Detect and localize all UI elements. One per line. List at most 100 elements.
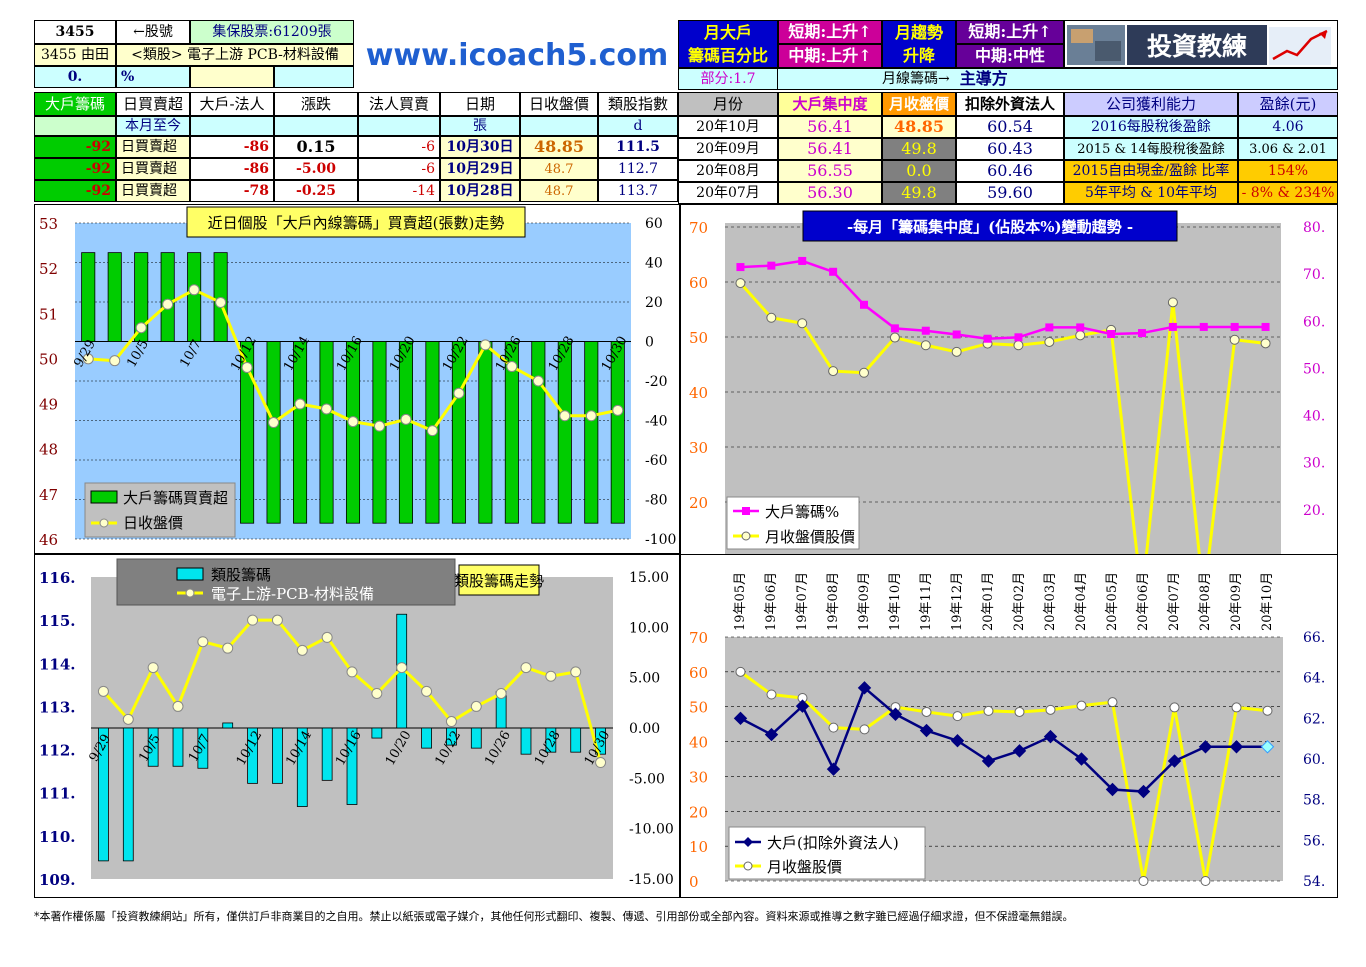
chart4-holder-point bbox=[857, 681, 872, 695]
daily-cell-2-3: -0.25 bbox=[274, 180, 358, 202]
chart3-bar bbox=[98, 727, 109, 862]
chart3-bar bbox=[470, 727, 482, 749]
daily-cell-1-4: -6 bbox=[358, 158, 440, 180]
chart1-bar bbox=[398, 341, 413, 524]
chart2-legend-marker-price bbox=[741, 531, 751, 541]
chart3-bar bbox=[147, 727, 159, 767]
chart3-bar bbox=[321, 727, 333, 781]
chart4-holder-point bbox=[1074, 752, 1089, 766]
chart1-bar bbox=[531, 341, 546, 524]
chart2-holder-point bbox=[1045, 323, 1054, 332]
chart4-xtick: 20年04月 bbox=[1074, 572, 1089, 631]
chart4-holder-point bbox=[1260, 740, 1275, 754]
chart4-ytick-left: 20 bbox=[689, 803, 708, 821]
chart3-index-point bbox=[346, 666, 358, 678]
daily-header-1: 日買賣超 bbox=[116, 92, 190, 116]
chart4-holder-point bbox=[1043, 729, 1058, 744]
zero-value: 0. bbox=[34, 66, 116, 88]
profit-cell-1-0: 2015 & 14每股稅後盈餘 bbox=[1064, 138, 1238, 160]
daily-cell-1-2: -86 bbox=[190, 158, 274, 180]
chart3-bar bbox=[346, 727, 358, 805]
chart2-ytick-left: 30 bbox=[689, 439, 708, 457]
monthly-cell-1-3: 60.43 bbox=[956, 138, 1064, 160]
chart4-price-point bbox=[1169, 702, 1180, 713]
daily-cell-0-7: 111.5 bbox=[598, 136, 678, 158]
chart4-ytick-left: 40 bbox=[689, 734, 708, 752]
chart3-ytick-right: 5.00 bbox=[629, 671, 660, 687]
chart1-bar bbox=[610, 341, 625, 524]
chart2-holder-point bbox=[952, 330, 961, 339]
monthly-cell-2-3: 60.46 bbox=[956, 160, 1064, 182]
chart2-title-box bbox=[802, 210, 1178, 242]
chart4-price-point bbox=[859, 724, 870, 735]
chart2-price-point bbox=[766, 312, 777, 323]
chart2-ytick-right: 20. bbox=[1303, 503, 1325, 519]
chart1-price-point bbox=[135, 322, 147, 334]
chart3-ytick-right: 10.00 bbox=[629, 620, 669, 636]
chart3-ytick-right: -15.00 bbox=[629, 872, 674, 888]
chart4-legend-marker-price bbox=[743, 861, 753, 871]
daily-cell-2-5: 10月28日 bbox=[440, 180, 520, 202]
chart4-price-point bbox=[1045, 704, 1056, 715]
chart2-svg: 20 30 40 50 60 70 20. 30. 40. 50. 60. 70. 80. -每月「籌碼集… bbox=[689, 210, 1325, 598]
monthly-cell-3-0: 20年07月 bbox=[678, 182, 778, 204]
chart3-bar bbox=[172, 727, 184, 767]
blank-yellow bbox=[190, 66, 274, 88]
monthly-header-3: 扣除外資法人 bbox=[956, 92, 1064, 116]
chart4-ytick-left: 50 bbox=[689, 699, 708, 717]
percent-unit: % bbox=[116, 66, 190, 88]
chart4-price-point bbox=[1200, 876, 1211, 886]
monthly-cell-0-3: 60.54 bbox=[956, 116, 1064, 138]
chart1-legend-label-line: 日收盤價 bbox=[123, 514, 183, 532]
chart3-index-point bbox=[495, 687, 507, 699]
chart1-price-point bbox=[215, 296, 227, 308]
chart3-index-point bbox=[470, 700, 482, 712]
chart1-price-point bbox=[294, 398, 306, 410]
chart1-price-point bbox=[612, 404, 624, 416]
chart3-ytick-left: 110. bbox=[39, 828, 76, 846]
monthly-cell-3-1: 56.30 bbox=[778, 182, 882, 204]
chart1-bar bbox=[319, 341, 334, 524]
chart4-ytick-right: 64. bbox=[1303, 671, 1325, 687]
chart1-legend-label-bar: 大戶籌碼買賣超 bbox=[123, 489, 228, 507]
chart1-price-point bbox=[162, 298, 174, 310]
chart1-price-point bbox=[532, 375, 544, 387]
chart2-holder-point bbox=[829, 267, 838, 276]
daily-cell-2-2: -78 bbox=[190, 180, 274, 202]
chart2-holder-line bbox=[740, 259, 1266, 340]
chart1-ytick-left: 50 bbox=[39, 350, 58, 368]
main-role: 主導方 bbox=[959, 69, 1008, 88]
chart1-price-point bbox=[426, 425, 438, 437]
chart4-xtick: 19年08月 bbox=[826, 572, 841, 631]
chart4-xtick: 20年09月 bbox=[1229, 572, 1244, 631]
chart4-xtick: 20年07月 bbox=[1167, 572, 1182, 631]
chart4-price-point bbox=[1076, 700, 1087, 711]
daily-cell-0-1: 日買賣超 bbox=[116, 136, 190, 158]
daily-subrow-7: d bbox=[598, 116, 678, 136]
chart4-holder-point bbox=[733, 711, 748, 726]
chart2-legend-marker-holder bbox=[742, 507, 750, 515]
daily-cell-0-0: -92 bbox=[34, 136, 116, 158]
chart4-holder-point bbox=[1136, 784, 1151, 799]
chart4-ytick-right: 58. bbox=[1303, 793, 1325, 809]
chart3-index-point bbox=[296, 644, 308, 656]
chart4-holder-point bbox=[1167, 754, 1182, 768]
chart1-price-point bbox=[559, 410, 571, 422]
monthly-cell-2-1: 56.55 bbox=[778, 160, 882, 182]
monthly-line-label: 月線籌碼→ bbox=[882, 71, 950, 87]
daily-cell-0-5: 10月30日 bbox=[440, 136, 520, 158]
copyright-footer: *本著作權係屬「投資教練網站」所有，僅供訂戶非商業目的之自用。禁止以紙張或電子媒… bbox=[34, 910, 1074, 923]
daily-cell-2-6: 48.7 bbox=[520, 180, 598, 202]
chart1-ytick-right: -100 bbox=[645, 532, 676, 548]
website-link[interactable]: www.icoach5.com bbox=[365, 37, 669, 73]
chart4-legend bbox=[728, 826, 926, 880]
chart4-xtick: 20年01月 bbox=[981, 572, 996, 631]
short-term-2: 短期:上升↑ bbox=[956, 20, 1064, 44]
chart2-price-point bbox=[1167, 297, 1178, 308]
big-holder-title-1: 月大戶 bbox=[678, 20, 778, 44]
chart1-legend-swatch-dot bbox=[99, 518, 109, 528]
chart1-bar bbox=[81, 252, 96, 342]
chart4-legend-marker-holder bbox=[743, 837, 753, 847]
chart3-ytick-left: 114. bbox=[39, 655, 76, 673]
monthly-cell-1-0: 20年09月 bbox=[678, 138, 778, 160]
